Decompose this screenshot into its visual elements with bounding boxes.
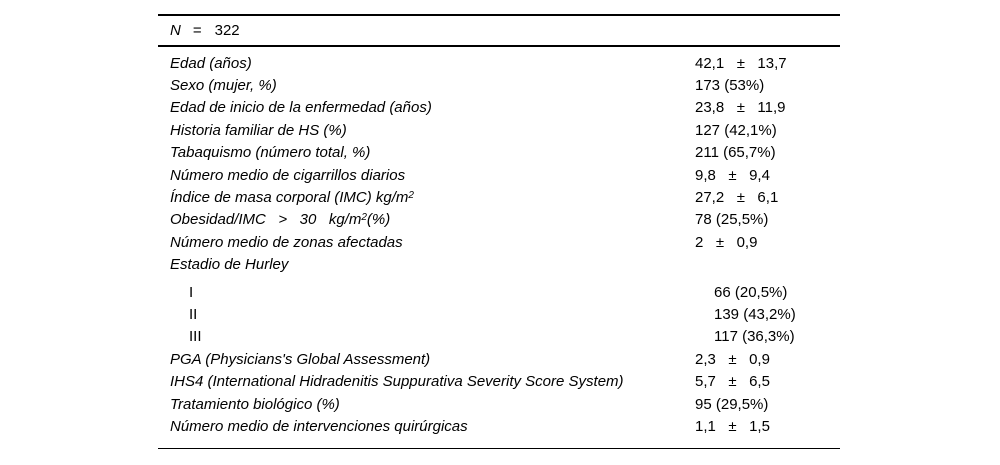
row-label: Obesidad/IMC > 30 kg/m2(%) (158, 211, 695, 228)
row-label-text: Tratamiento biológico (%) (170, 395, 340, 413)
equals-sign: = (192, 21, 202, 39)
table-header-row: N = 322 (158, 16, 840, 45)
row-label-text: Índice de masa corporal (IMC) kg/m (170, 189, 409, 207)
table-row: Número medio de intervenciones quirúrgic… (158, 415, 840, 437)
row-label: Historia familiar de HS (%) (158, 122, 695, 139)
row-label-suffix: (%) (366, 211, 391, 229)
row-label: Sexo (mujer, %) (158, 77, 695, 94)
table-row: Tratamiento biológico (%) 95 (29,5%) (158, 393, 840, 415)
row-label: PGA (Physicians's Global Assessment) (158, 351, 695, 368)
row-label-text: PGA (Physicians's Global Assessment) (170, 350, 431, 368)
row-label-text: Número medio de cigarrillos diarios (170, 166, 406, 184)
row-label: Tratamiento biológico (%) (158, 396, 695, 413)
row-label: Número medio de zonas afectadas (158, 234, 695, 251)
row-label-text: Tabaquismo (número total, %) (170, 144, 371, 162)
row-value: 42,1 ± 13,7 (695, 54, 787, 72)
row-value: 211 (65,7%) (695, 144, 776, 162)
row-value: 127 (42,1%) (695, 121, 777, 139)
row-value: 9,8 ± 9,4 (695, 166, 770, 184)
row-label-text: III (189, 328, 202, 346)
row-value: 173 (53%) (695, 77, 765, 95)
row-label: Edad (años) (158, 55, 695, 72)
row-label-text: Sexo (mujer, %) (170, 77, 277, 95)
row-label: III (158, 328, 714, 345)
row-label-text: I (189, 283, 194, 301)
n-total-value: 322 (214, 21, 240, 39)
row-label: Tabaquismo (número total, %) (158, 144, 695, 161)
table-row: Número medio de cigarrillos diarios 9,8 … (158, 164, 840, 186)
table-body: Edad (años) 42,1 ± 13,7 Sexo (mujer, %) … (158, 47, 840, 448)
table-row: IHS4 (International Hidradenitis Suppura… (158, 370, 840, 392)
row-value: 78 (25,5%) (695, 211, 769, 229)
row-value: 95 (29,5%) (695, 395, 769, 413)
row-label: IHS4 (International Hidradenitis Suppura… (158, 373, 695, 390)
row-value: 66 (20,5%) (714, 283, 788, 301)
row-label-superscript: 2 (408, 190, 414, 202)
row-value: 117 (36,3%) (714, 328, 795, 346)
table-header-rule (158, 44, 840, 47)
table-row: Edad (años) 42,1 ± 13,7 (158, 52, 840, 74)
table-row: Índice de masa corporal (IMC) kg/m2 27,2… (158, 186, 840, 208)
row-label: Índice de masa corporal (IMC) kg/m2 (158, 189, 695, 206)
row-label: II (158, 306, 714, 323)
row-value: 23,8 ± 11,9 (695, 99, 786, 117)
table-row: II 139 (43,2%) (158, 303, 840, 325)
table-row: Estadio de Hurley (158, 254, 840, 276)
row-value: 27,2 ± 6,1 (695, 189, 779, 207)
table-row: Edad de inicio de la enfermedad (años) 2… (158, 97, 840, 119)
table-row: Sexo (mujer, %) 173 (53%) (158, 74, 840, 96)
row-label-text: Número medio de intervenciones quirúrgic… (170, 417, 468, 435)
row-label: Edad de inicio de la enfermedad (años) (158, 99, 695, 116)
table-row: Obesidad/IMC > 30 kg/m2(%) 78 (25,5%) (158, 209, 840, 231)
row-label-text: II (189, 305, 198, 323)
table-row: I 66 (20,5%) (158, 281, 840, 303)
row-value: 139 (43,2%) (714, 305, 796, 323)
row-value: 2,3 ± 0,9 (695, 350, 770, 368)
table-row: III 117 (36,3%) (158, 326, 840, 348)
n-symbol: N (170, 21, 181, 39)
table-bottom-rule (158, 447, 840, 450)
table-top-rule (158, 14, 840, 16)
row-value: 2 ± 0,9 (695, 233, 758, 251)
row-label: Número medio de cigarrillos diarios (158, 167, 695, 184)
row-label-text: Estadio de Hurley (170, 256, 289, 274)
row-label-text: Historia familiar de HS (%) (170, 121, 347, 139)
table-row: Número medio de zonas afectadas 2 ± 0,9 (158, 231, 840, 253)
row-label: Número medio de intervenciones quirúrgic… (158, 418, 695, 435)
row-value: 5,7 ± 6,5 (695, 373, 770, 391)
table-row: Tabaquismo (número total, %) 211 (65,7%) (158, 142, 840, 164)
demographics-table: N = 322 Edad (años) 42,1 ± 13,7 Sexo (mu… (158, 14, 840, 450)
row-label-superscript: 2 (361, 212, 367, 224)
table-row: PGA (Physicians's Global Assessment) 2,3… (158, 348, 840, 370)
row-label: Estadio de Hurley (158, 256, 695, 273)
row-label-text: Número medio de zonas afectadas (170, 233, 403, 251)
row-label-text: Edad de inicio de la enfermedad (años) (170, 99, 432, 117)
table-row: Historia familiar de HS (%) 127 (42,1%) (158, 119, 840, 141)
row-label-text: IHS4 (International Hidradenitis Suppura… (170, 373, 624, 391)
row-label: I (158, 284, 714, 301)
row-label-text: Edad (años) (170, 54, 252, 72)
row-label-text: Obesidad/IMC > 30 kg/m (170, 211, 362, 229)
row-value: 1,1 ± 1,5 (695, 417, 770, 435)
